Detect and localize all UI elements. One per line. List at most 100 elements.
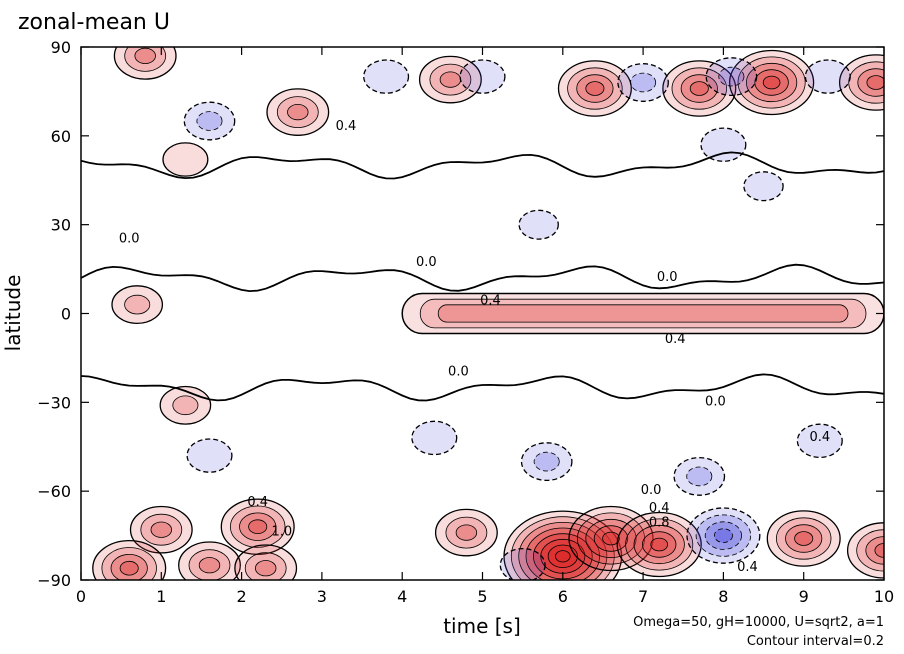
x-tick-label: 9	[799, 587, 809, 606]
x-tick-label: 7	[638, 587, 648, 606]
negative-anomaly-31-level-2	[630, 72, 657, 93]
positive-anomaly-12-level-2	[172, 395, 199, 416]
negative-anomaly-27-level-1	[186, 438, 233, 473]
positive-anomaly-4-level-1	[220, 498, 295, 555]
contour-label: 0.4	[809, 430, 830, 445]
y-axis-title: latitude	[1, 275, 25, 352]
positive-anomaly-16-level-4	[585, 81, 605, 96]
positive-anomaly-15-level-1	[418, 55, 482, 104]
x-tick-label: 10	[874, 587, 894, 606]
x-tick-label: 6	[558, 587, 568, 606]
positive-anomaly-3-level-3	[633, 524, 685, 565]
negative-anomaly-24-level-2	[533, 451, 560, 472]
negative-anomaly-26-level-1	[796, 423, 843, 459]
positive-anomaly-6-level-2	[776, 517, 832, 560]
positive-anomaly-8-level-3	[110, 554, 148, 580]
positive-anomaly-10-level-3	[255, 560, 277, 577]
positive-anomaly-10-level-2	[244, 552, 287, 580]
positive-anomaly-2-level-4	[593, 525, 629, 552]
contour-label: 0.0	[416, 255, 437, 270]
equatorial-jet-level-3	[437, 304, 849, 323]
x-tick-label: 0	[76, 587, 86, 606]
positive-anomaly-17-level-1	[662, 60, 737, 117]
positive-anomaly-9-level-3	[198, 557, 221, 574]
zero-contour-line	[81, 151, 884, 180]
positive-anomaly-14-level-1	[266, 88, 330, 136]
positive-anomaly-14-level-3	[287, 104, 309, 121]
positive-anomaly-20-level-3	[134, 47, 156, 65]
y-tick-label: −60	[37, 482, 71, 501]
x-tick-label: 1	[156, 587, 166, 606]
negative-anomaly-33-level-1	[804, 59, 851, 94]
contour-label: 0.0	[641, 483, 662, 498]
positive-anomaly-11-level-4	[874, 543, 884, 558]
positive-anomaly-4-level-3	[239, 512, 277, 541]
positive-anomaly-6-level-1	[766, 510, 841, 567]
chart-title: zonal-mean U	[18, 10, 170, 35]
positive-anomaly-17-level-4	[689, 81, 709, 96]
positive-anomaly-14-level-2	[276, 96, 319, 128]
heatmap-field	[81, 47, 884, 580]
y-tick-label: −30	[37, 393, 71, 412]
y-tick-label: 60	[51, 127, 71, 146]
x-tick-label: 3	[317, 587, 327, 606]
positive-anomaly-16-level-2	[567, 67, 623, 110]
negative-anomaly-23-level-1	[673, 456, 726, 496]
negative-anomaly-24-level-1	[520, 442, 573, 482]
negative-anomaly-34-level-1	[700, 127, 747, 162]
negative-anomaly-37-level-1	[363, 59, 410, 94]
negative-anomaly-25-level-1	[411, 420, 458, 456]
y-axis-ticks: 90 60 30 0 −30 −60 −90	[37, 38, 884, 590]
contour-label: 0.0	[448, 365, 469, 380]
contour-label: 0.4	[247, 495, 268, 510]
positive-anomaly-5-level-1	[129, 505, 193, 554]
positive-anomaly-13-level-1	[111, 285, 164, 325]
positive-anomaly-8-level-4	[119, 560, 139, 576]
contour-label: 0.4	[336, 119, 357, 134]
contour-label: 0.0	[657, 270, 678, 285]
equatorial-jet-level-1	[401, 292, 884, 335]
positive-anomaly-2-level-5	[602, 531, 620, 546]
positive-anomaly-15-level-3	[439, 71, 462, 88]
contour-label: 0.8	[649, 516, 670, 531]
negative-anomaly-36-level-1	[518, 209, 559, 240]
positive-anomaly-2-level-1	[568, 505, 654, 572]
negative-anomaly-31-level-1	[617, 63, 669, 102]
negative-anomaly-29-level-2	[196, 111, 223, 131]
positive-anomaly-1-level-8	[554, 550, 571, 563]
positive-anomaly-4-level-4	[248, 519, 268, 534]
x-axis-title: time [s]	[443, 614, 521, 638]
x-tick-label: 5	[477, 587, 487, 606]
contour-labels: 0.00.40.00.00.40.40.00.00.40.00.40.80.41…	[119, 119, 830, 575]
positive-anomaly-2-level-3	[585, 518, 637, 559]
contour-label: 0.4	[737, 560, 758, 575]
positive-anomaly-3-level-4	[642, 531, 677, 558]
negative-anomaly-32-level-1	[705, 57, 758, 97]
contour-label: 0.0	[119, 231, 140, 246]
positive-anomaly-9-level-2	[188, 549, 231, 580]
contour-label: 0.4	[480, 294, 501, 309]
negative-anomaly-35-level-1	[743, 171, 784, 202]
positive-anomaly-17-level-2	[671, 67, 727, 110]
positive-anomaly-18-level-4	[754, 69, 789, 96]
positive-anomaly-11-level-2	[856, 529, 884, 572]
positive-anomaly-18-level-1	[728, 49, 815, 116]
positive-anomaly-20-level-1	[113, 47, 177, 80]
negative-anomaly-22-level-2	[695, 514, 752, 557]
positive-anomaly-3-level-5	[650, 537, 668, 552]
y-tick-label: 0	[61, 305, 71, 324]
positive-anomaly-13-level-2	[124, 294, 151, 315]
y-tick-label: −90	[37, 571, 71, 590]
contour-label: 0.4	[649, 501, 670, 516]
negative-anomaly-22-level-3	[704, 521, 743, 550]
positive-anomaly-19-level-2	[848, 61, 884, 104]
x-tick-label: 2	[237, 587, 247, 606]
positive-anomaly-8-level-2	[101, 547, 157, 580]
x-tick-label: 8	[718, 587, 728, 606]
positive-anomaly-19-level-4	[866, 75, 884, 90]
positive-anomaly-7-level-2	[445, 516, 488, 549]
zero-contour-line	[81, 373, 884, 402]
positive-anomaly-4-level-2	[230, 505, 286, 548]
negative-anomaly-29-level-1	[183, 101, 236, 141]
